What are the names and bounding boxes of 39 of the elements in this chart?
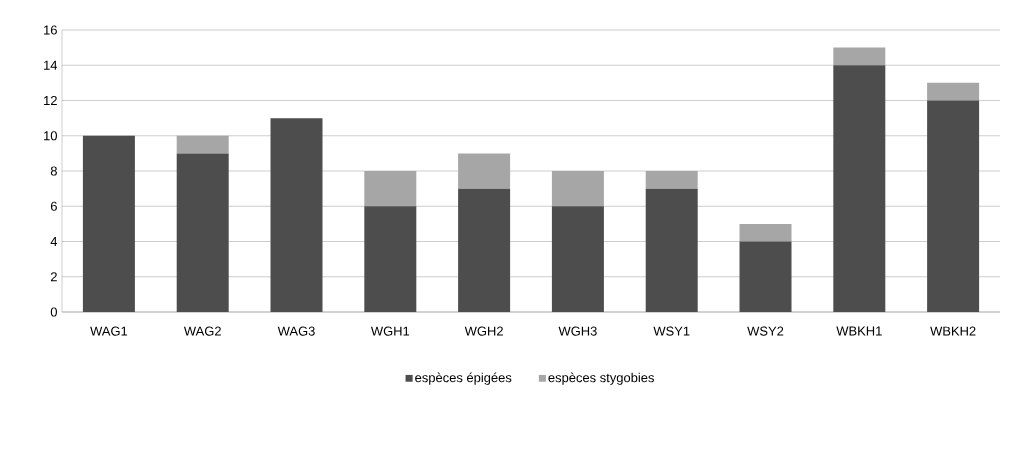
bar [458, 188, 511, 312]
y-tick-label: 10 [44, 131, 57, 141]
bar [739, 223, 792, 242]
bar [270, 118, 323, 312]
x-tick-label: WAG1 [90, 326, 128, 336]
x-tick-label: WSY1 [653, 326, 690, 336]
bar [458, 153, 511, 189]
bar [551, 206, 604, 312]
bar [551, 171, 604, 207]
bar [833, 47, 886, 66]
bar [739, 241, 792, 312]
bar [927, 82, 980, 101]
x-tick-label: WBKH1 [836, 326, 882, 336]
x-tick-label: WSY2 [747, 326, 784, 336]
bar [364, 171, 417, 207]
legend-label: espèces stygobies [548, 372, 654, 385]
bar [82, 135, 135, 312]
y-tick-label: 2 [50, 272, 57, 282]
bar [645, 171, 698, 189]
x-tick-label: WGH3 [558, 326, 597, 336]
x-tick-label: WGH2 [464, 326, 503, 336]
y-tick-label: 6 [50, 201, 57, 211]
bar [645, 188, 698, 312]
bar [833, 65, 886, 312]
bar [364, 206, 417, 312]
x-tick-label: WAG3 [277, 326, 315, 336]
legend-label: espèces épigées [415, 372, 512, 385]
y-tick-label: 8 [50, 166, 57, 176]
y-tick-label: 16 [44, 25, 57, 35]
x-tick-label: WBKH2 [930, 326, 976, 336]
x-tick-label: WAG2 [183, 326, 221, 336]
x-tick-label: WGH1 [370, 326, 410, 336]
y-tick-label: 4 [50, 237, 58, 246]
bar [176, 135, 229, 154]
y-tick-label: 14 [44, 60, 58, 70]
bar [927, 100, 980, 312]
y-tick-label: 12 [44, 95, 57, 106]
bar [176, 153, 229, 312]
y-tick-label: 0 [50, 307, 57, 317]
